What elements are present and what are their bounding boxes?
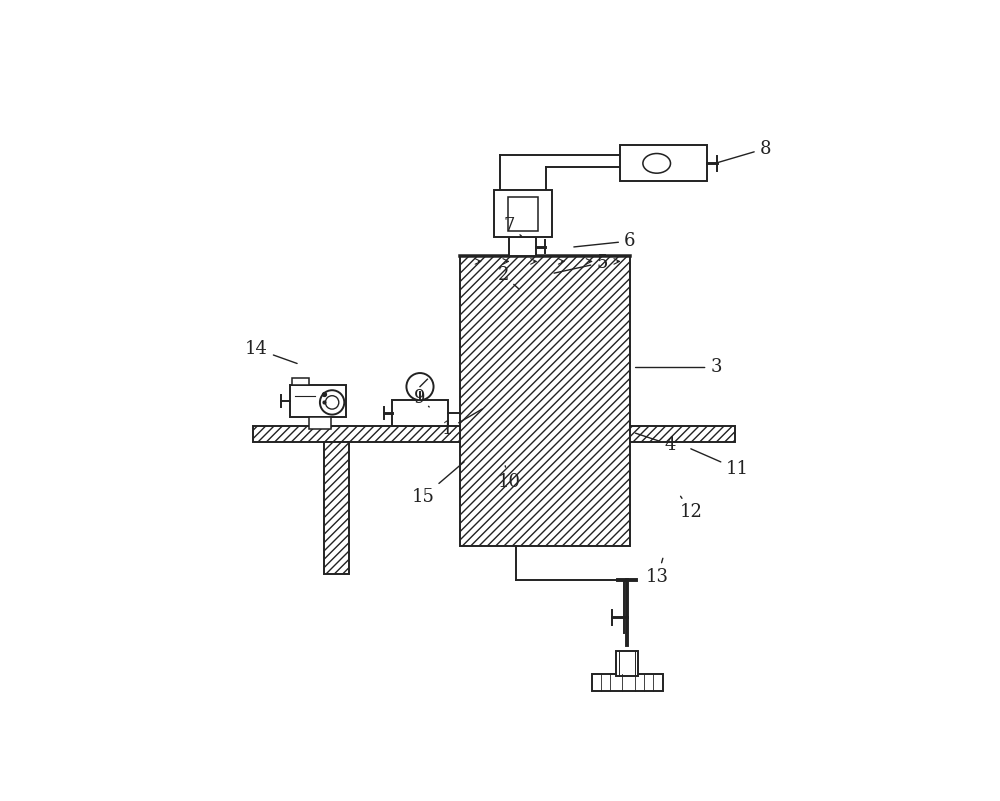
Text: 9: 9 [414, 389, 429, 408]
Ellipse shape [643, 154, 671, 173]
Text: 7: 7 [504, 216, 522, 236]
Text: 6: 6 [574, 232, 635, 250]
Bar [290, 384, 346, 417]
Text: 5: 5 [554, 254, 608, 273]
Text: 1: 1 [442, 409, 482, 438]
Bar [253, 426, 735, 441]
Bar [508, 197, 538, 231]
Bar [324, 441, 349, 574]
Text: 15: 15 [412, 462, 464, 506]
Bar [292, 378, 309, 384]
Bar [620, 146, 707, 181]
Circle shape [406, 373, 434, 400]
Bar [324, 441, 349, 574]
Bar [392, 400, 448, 426]
Bar [592, 674, 663, 691]
Circle shape [325, 396, 339, 409]
Text: 12: 12 [680, 497, 703, 521]
Bar [509, 237, 536, 256]
Circle shape [320, 390, 344, 415]
Bar [616, 651, 638, 676]
Text: 11: 11 [691, 449, 749, 478]
Text: 4: 4 [635, 433, 675, 453]
Text: 3: 3 [636, 359, 722, 376]
Bar [253, 426, 735, 441]
Text: 13: 13 [646, 558, 669, 586]
Bar [460, 256, 630, 546]
Text: 8: 8 [716, 139, 771, 163]
Bar [309, 417, 331, 429]
Bar [460, 256, 630, 546]
Bar [494, 191, 552, 237]
Text: 10: 10 [498, 465, 521, 490]
Text: 14: 14 [245, 340, 297, 364]
Text: 2: 2 [498, 266, 518, 288]
